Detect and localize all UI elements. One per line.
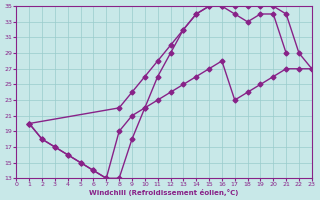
X-axis label: Windchill (Refroidissement éolien,°C): Windchill (Refroidissement éolien,°C) bbox=[89, 189, 239, 196]
